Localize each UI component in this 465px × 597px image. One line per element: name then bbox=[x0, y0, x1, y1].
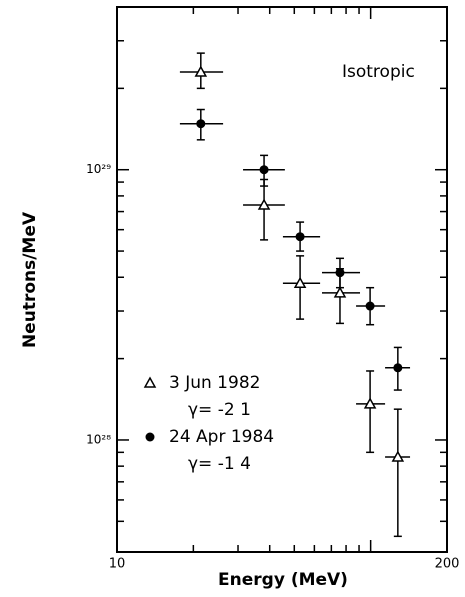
circle-marker bbox=[196, 119, 206, 129]
x-axis-label: Energy (MeV) bbox=[218, 570, 348, 590]
circle-marker bbox=[295, 232, 305, 242]
x-tick-label: 10 bbox=[109, 557, 126, 572]
y-tick-label: 10²⁸ bbox=[86, 432, 111, 446]
legend-label: 24 Apr 1984 bbox=[169, 427, 274, 447]
triangle-marker bbox=[363, 397, 377, 409]
x-tick-label: 200 bbox=[435, 557, 460, 572]
annotation: Isotropic bbox=[342, 62, 415, 82]
circle-marker bbox=[259, 165, 269, 175]
legend-marker bbox=[143, 376, 157, 388]
y-axis-label: Neutrons/MeV bbox=[20, 211, 40, 348]
triangle-marker bbox=[333, 286, 347, 298]
y-tick-label: 10²⁹ bbox=[86, 162, 111, 176]
triangle-marker bbox=[391, 450, 405, 462]
legend-gamma: γ= -1 4 bbox=[188, 454, 251, 474]
legend-gamma: γ= -2 1 bbox=[188, 400, 251, 420]
circle-marker bbox=[365, 301, 375, 311]
legend-marker bbox=[145, 432, 155, 442]
triangle-marker bbox=[257, 198, 271, 210]
plot-frame bbox=[116, 6, 448, 553]
triangle-marker bbox=[293, 276, 307, 289]
triangle-marker bbox=[194, 65, 208, 77]
legend-label: 3 Jun 1982 bbox=[169, 373, 260, 393]
circle-marker bbox=[393, 363, 403, 373]
circle-marker bbox=[335, 268, 345, 278]
